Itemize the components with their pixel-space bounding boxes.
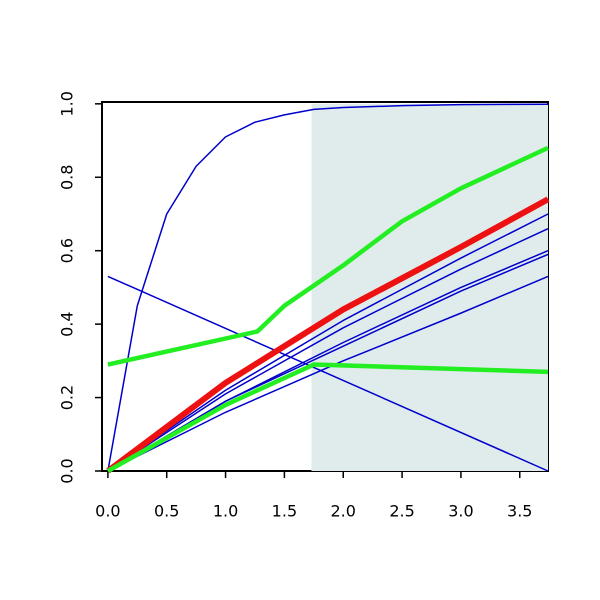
line bbox=[106, 362, 549, 473]
x-tick-label: 2.5 bbox=[389, 502, 414, 521]
x-tick-label: 2.0 bbox=[331, 502, 356, 521]
line bbox=[106, 196, 550, 474]
y-tick-label: 0.8 bbox=[58, 165, 77, 190]
line bbox=[107, 213, 549, 472]
line bbox=[107, 145, 549, 367]
y-tick-label: 0.0 bbox=[58, 458, 77, 483]
line bbox=[107, 227, 549, 472]
line bbox=[107, 275, 549, 472]
line bbox=[107, 275, 549, 472]
y-tick-label: 1.0 bbox=[58, 91, 77, 116]
highlight-region bbox=[311, 103, 548, 472]
y-tick-label: 0.2 bbox=[58, 385, 77, 410]
x-tick-label: 0.0 bbox=[95, 502, 120, 521]
x-tick-label: 1.5 bbox=[272, 502, 297, 521]
line bbox=[107, 103, 549, 472]
x-tick-label: 3.0 bbox=[448, 502, 473, 521]
x-tick-label: 1.0 bbox=[213, 502, 238, 521]
y-tick-label: 0.6 bbox=[58, 238, 77, 263]
y-tick-label: 0.4 bbox=[58, 311, 77, 336]
x-tick-label: 0.5 bbox=[154, 502, 179, 521]
x-tick-label: 3.5 bbox=[507, 502, 532, 521]
